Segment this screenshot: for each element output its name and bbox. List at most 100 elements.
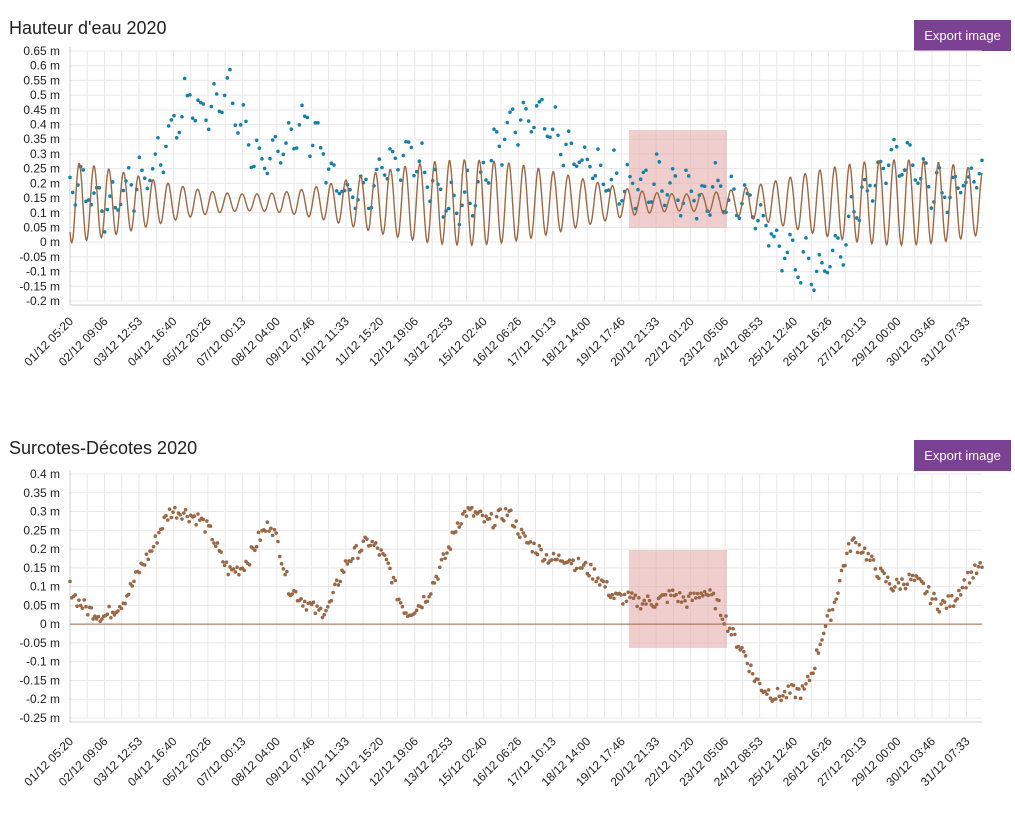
water-height-point [177, 130, 182, 135]
surge-point [679, 600, 684, 604]
y-tick-label: -0.15 m [19, 673, 60, 687]
water-height-point [889, 147, 894, 152]
surge-point [350, 556, 355, 561]
water-height-point [68, 175, 72, 180]
water-height-point [582, 145, 587, 149]
water-height-point [558, 152, 563, 157]
surge-point [169, 515, 174, 520]
surge-point [948, 604, 952, 609]
surge-point [692, 591, 696, 596]
water-height-point [609, 177, 614, 182]
surge-point [757, 681, 762, 686]
water-height-point [977, 171, 982, 176]
water-height-point [769, 232, 774, 236]
surge-point [453, 530, 458, 534]
water-height-point [801, 250, 806, 254]
surge-point [304, 608, 309, 612]
water-height-point [329, 161, 334, 166]
surge-point [215, 541, 220, 545]
surge-point [315, 604, 319, 608]
water-height-point [198, 100, 203, 105]
water-height-point [641, 170, 646, 175]
y-tick-label: 0.4 m [30, 118, 60, 132]
water-height-point [708, 213, 712, 217]
surge-point [498, 507, 503, 511]
surge-point [269, 526, 273, 531]
water-height-point [86, 198, 91, 202]
water-height-point [777, 244, 782, 248]
surge-point [722, 622, 727, 626]
y-tick-label: 0.35 m [23, 486, 60, 500]
water-height-point [814, 269, 819, 274]
surge-point [398, 600, 403, 605]
surge-point [539, 547, 543, 552]
surge-point [766, 688, 771, 692]
surge-point [622, 592, 627, 597]
y-tick-label: -0.1 m [26, 265, 60, 279]
water-height-point [204, 118, 208, 122]
surge-point [852, 536, 856, 540]
surge-point [647, 598, 652, 603]
water-height-point [398, 178, 403, 182]
water-height-point [684, 168, 688, 173]
surge-point [210, 537, 215, 542]
water-height-point [84, 199, 88, 204]
surge-point [663, 592, 668, 597]
surge-point [869, 554, 874, 559]
water-height-point [380, 165, 384, 170]
surge-point [590, 577, 595, 581]
surge-point [597, 583, 602, 587]
surge-point [231, 567, 236, 571]
surge-point [429, 592, 433, 596]
water-height-point [193, 118, 198, 123]
water-height-point [129, 183, 134, 187]
water-height-point [678, 213, 683, 218]
water-height-point [766, 244, 771, 248]
surge-point [164, 513, 168, 518]
water-height-point [737, 216, 742, 220]
surge-point [907, 572, 911, 577]
surge-point [697, 595, 702, 600]
water-height-point [774, 228, 779, 233]
water-height-point [729, 174, 734, 179]
surge-point [594, 579, 599, 584]
water-height-point [100, 209, 104, 213]
water-height-point [140, 168, 144, 173]
water-height-point [462, 190, 467, 194]
surge-point [786, 684, 791, 688]
surge-point [441, 552, 446, 556]
surge-point [571, 558, 575, 563]
water-height-point [974, 185, 979, 190]
surge-point [964, 585, 968, 590]
surge-point [183, 507, 188, 512]
surge-point [329, 598, 334, 603]
water-height-point [486, 181, 491, 185]
export-image-button[interactable]: Export image [914, 440, 1011, 471]
water-height-point [884, 181, 888, 186]
y-tick-label: 0 m [40, 235, 60, 249]
surge-point [265, 520, 270, 524]
surge-point [201, 517, 206, 522]
surge-point [942, 600, 947, 604]
surge-point [151, 544, 156, 549]
surge-point [388, 566, 392, 571]
water-height-point [806, 256, 811, 261]
water-height-point [905, 140, 910, 145]
surge-point [471, 514, 476, 518]
water-height-point [348, 187, 352, 192]
water-height-point [201, 102, 206, 106]
surge-point [233, 570, 238, 574]
water-height-point [590, 176, 595, 181]
surge-point [299, 596, 303, 601]
surge-point [957, 588, 961, 593]
surge-point [612, 596, 616, 601]
surge-point [448, 547, 453, 551]
surge-point [779, 698, 783, 703]
surge-point [375, 546, 380, 550]
surge-point [720, 617, 725, 622]
surge-point [356, 556, 360, 561]
export-image-button[interactable]: Export image [914, 20, 1011, 51]
surge-point [740, 645, 744, 650]
surge-point [482, 520, 487, 524]
surge-point [404, 611, 408, 615]
